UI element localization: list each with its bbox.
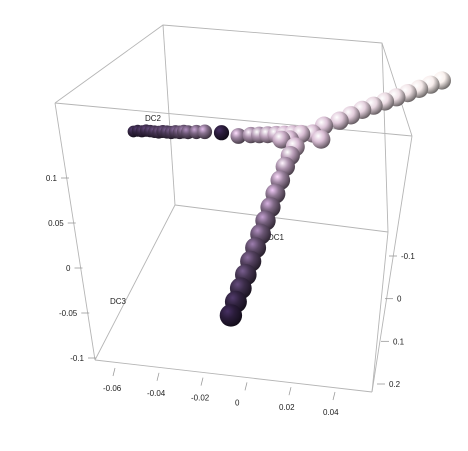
- z-axis-label: DC3: [110, 297, 127, 306]
- x-tick-label: 0.02: [279, 403, 295, 412]
- x-tick-label: 0: [235, 398, 240, 407]
- data-points: [127, 71, 451, 327]
- y-tick-label: 0: [397, 295, 402, 304]
- z-tick-label: -0.05: [59, 309, 78, 318]
- data-point: [197, 124, 213, 140]
- z-tick-label: -0.1: [70, 354, 84, 363]
- x-tick-mark: [200, 377, 204, 386]
- y-tick-label: 0.2: [389, 380, 401, 389]
- x-tick-label: -0.04: [147, 389, 166, 398]
- box-floor-right: [371, 231, 389, 393]
- x-tick-label: 0.04: [323, 408, 339, 417]
- data-point: [330, 111, 349, 130]
- box-left-vertical: [54, 102, 96, 361]
- z-axis-ticks: -0.1 -0.05 0 0.05 0.1: [46, 174, 96, 363]
- y-tick-label: -0.1: [401, 252, 415, 261]
- x-axis-ticks: -0.06 -0.04 -0.02 0 0.02 0.04: [103, 367, 339, 417]
- box-floor-back: [174, 204, 389, 233]
- box-top-left: [54, 102, 413, 137]
- y-tick-label: 0.1: [393, 337, 405, 346]
- data-point: [230, 128, 247, 144]
- y-axis-label: DC2: [145, 114, 162, 123]
- bounding-box: [54, 24, 413, 393]
- box-top-back-right: [381, 42, 389, 233]
- z-tick-label: 0: [66, 264, 71, 273]
- x-tick-mark: [288, 387, 292, 396]
- data-point: [272, 130, 291, 149]
- box-back-vertical: [162, 24, 176, 206]
- box-front-bottom: [94, 359, 373, 393]
- x-axis-label: DC1: [268, 233, 285, 242]
- data-point: [311, 130, 331, 149]
- x-tick-label: -0.06: [103, 384, 122, 393]
- x-tick-mark: [244, 382, 248, 391]
- y-axis-ticks: -0.1 0 0.1 0.2: [377, 252, 415, 389]
- data-point: [219, 304, 243, 327]
- x-tick-mark: [112, 367, 116, 377]
- z-tick-label: 0.1: [46, 174, 58, 183]
- z-tick-label: 0.05: [48, 219, 64, 228]
- box-right-vertical: [371, 135, 413, 393]
- x-tick-mark: [156, 372, 160, 381]
- data-point: [213, 125, 230, 141]
- x-tick-mark: [332, 391, 336, 401]
- box-floor-left: [94, 204, 176, 361]
- x-tick-label: -0.02: [191, 394, 210, 403]
